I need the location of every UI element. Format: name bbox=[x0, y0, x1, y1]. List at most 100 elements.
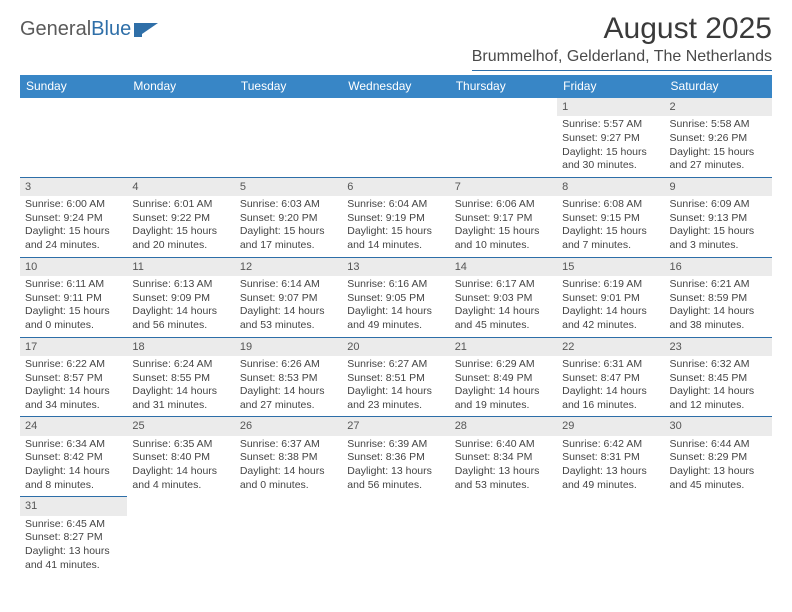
day-body: Sunrise: 6:13 AMSunset: 9:09 PMDaylight:… bbox=[127, 276, 234, 337]
day-cell bbox=[235, 98, 342, 177]
day-number: 17 bbox=[20, 337, 127, 356]
day-cell: 1Sunrise: 5:57 AMSunset: 9:27 PMDaylight… bbox=[557, 98, 664, 177]
day-cell: 5Sunrise: 6:03 AMSunset: 9:20 PMDaylight… bbox=[235, 177, 342, 257]
sunrise-text: Sunrise: 6:01 AM bbox=[132, 198, 229, 212]
sunrise-text: Sunrise: 6:08 AM bbox=[562, 198, 659, 212]
daylight-text: Daylight: 14 hours and 19 minutes. bbox=[455, 385, 552, 412]
day-number: 1 bbox=[557, 98, 664, 116]
sunset-text: Sunset: 9:15 PM bbox=[562, 212, 659, 226]
day-cell bbox=[127, 98, 234, 177]
daylight-text: Daylight: 13 hours and 45 minutes. bbox=[670, 465, 767, 492]
day-cell: 3Sunrise: 6:00 AMSunset: 9:24 PMDaylight… bbox=[20, 177, 127, 257]
day-cell: 27Sunrise: 6:39 AMSunset: 8:36 PMDayligh… bbox=[342, 416, 449, 496]
sunset-text: Sunset: 8:29 PM bbox=[670, 451, 767, 465]
week-row: 17Sunrise: 6:22 AMSunset: 8:57 PMDayligh… bbox=[20, 337, 772, 417]
day-number: 22 bbox=[557, 337, 664, 356]
sunrise-text: Sunrise: 6:44 AM bbox=[670, 438, 767, 452]
day-cell: 30Sunrise: 6:44 AMSunset: 8:29 PMDayligh… bbox=[665, 416, 772, 496]
daylight-text: Daylight: 14 hours and 0 minutes. bbox=[240, 465, 337, 492]
sunrise-text: Sunrise: 6:09 AM bbox=[670, 198, 767, 212]
day-cell: 4Sunrise: 6:01 AMSunset: 9:22 PMDaylight… bbox=[127, 177, 234, 257]
logo-text-2: Blue bbox=[91, 18, 131, 41]
day-body: Sunrise: 6:06 AMSunset: 9:17 PMDaylight:… bbox=[450, 196, 557, 257]
sunset-text: Sunset: 8:31 PM bbox=[562, 451, 659, 465]
month-title: August 2025 bbox=[472, 12, 772, 46]
day-body: Sunrise: 6:03 AMSunset: 9:20 PMDaylight:… bbox=[235, 196, 342, 257]
day-cell bbox=[450, 496, 557, 576]
day-header: Friday bbox=[557, 75, 664, 98]
daylight-text: Daylight: 15 hours and 20 minutes. bbox=[132, 225, 229, 252]
daylight-text: Daylight: 14 hours and 31 minutes. bbox=[132, 385, 229, 412]
sunrise-text: Sunrise: 6:13 AM bbox=[132, 278, 229, 292]
day-number: 13 bbox=[342, 257, 449, 276]
calendar-page: GeneralBlue August 2025 Brummelhof, Geld… bbox=[0, 0, 792, 588]
sunset-text: Sunset: 8:57 PM bbox=[25, 372, 122, 386]
day-body: Sunrise: 6:29 AMSunset: 8:49 PMDaylight:… bbox=[450, 356, 557, 417]
sunset-text: Sunset: 9:11 PM bbox=[25, 292, 122, 306]
sunset-text: Sunset: 9:17 PM bbox=[455, 212, 552, 226]
day-body: Sunrise: 6:40 AMSunset: 8:34 PMDaylight:… bbox=[450, 436, 557, 497]
sunrise-text: Sunrise: 6:24 AM bbox=[132, 358, 229, 372]
day-number: 12 bbox=[235, 257, 342, 276]
day-cell: 20Sunrise: 6:27 AMSunset: 8:51 PMDayligh… bbox=[342, 337, 449, 417]
day-number: 26 bbox=[235, 416, 342, 435]
daylight-text: Daylight: 15 hours and 3 minutes. bbox=[670, 225, 767, 252]
daylight-text: Daylight: 14 hours and 45 minutes. bbox=[455, 305, 552, 332]
daylight-text: Daylight: 14 hours and 34 minutes. bbox=[25, 385, 122, 412]
sunset-text: Sunset: 8:27 PM bbox=[25, 531, 122, 545]
sunset-text: Sunset: 8:51 PM bbox=[347, 372, 444, 386]
day-number: 19 bbox=[235, 337, 342, 356]
day-number: 6 bbox=[342, 177, 449, 196]
day-number: 18 bbox=[127, 337, 234, 356]
header: GeneralBlue August 2025 Brummelhof, Geld… bbox=[20, 12, 772, 71]
day-cell: 22 Sunrise: 6:31 AMSunset: 8:47 PMDayligh… bbox=[557, 337, 664, 417]
day-cell: 31Sunrise: 6:45 AMSunset: 8:27 PMDayligh… bbox=[20, 496, 127, 576]
sunrise-text: Sunrise: 6:34 AM bbox=[25, 438, 122, 452]
day-cell: 23Sunrise: 6:32 AMSunset: 8:45 PMDayligh… bbox=[665, 337, 772, 417]
day-number: 5 bbox=[235, 177, 342, 196]
day-body: Sunrise: 6:26 AMSunset: 8:53 PMDaylight:… bbox=[235, 356, 342, 417]
daylight-text: Daylight: 15 hours and 27 minutes. bbox=[670, 146, 767, 173]
day-number: 2 bbox=[665, 98, 772, 116]
day-number: 23 bbox=[665, 337, 772, 356]
day-cell bbox=[342, 98, 449, 177]
day-cell bbox=[20, 98, 127, 177]
daylight-text: Daylight: 15 hours and 30 minutes. bbox=[562, 146, 659, 173]
sunrise-text: Sunrise: 6:16 AM bbox=[347, 278, 444, 292]
sunset-text: Sunset: 8:34 PM bbox=[455, 451, 552, 465]
day-number: 14 bbox=[450, 257, 557, 276]
day-body: Sunrise: 6:16 AMSunset: 9:05 PMDaylight:… bbox=[342, 276, 449, 337]
sunset-text: Sunset: 8:40 PM bbox=[132, 451, 229, 465]
sunrise-text: Sunrise: 6:32 AM bbox=[670, 358, 767, 372]
sunrise-text: Sunrise: 6:39 AM bbox=[347, 438, 444, 452]
day-header: Monday bbox=[127, 75, 234, 98]
week-row: 1Sunrise: 5:57 AMSunset: 9:27 PMDaylight… bbox=[20, 98, 772, 177]
day-cell: 24Sunrise: 6:34 AMSunset: 8:42 PMDayligh… bbox=[20, 416, 127, 496]
sunrise-text: Sunrise: 6:27 AM bbox=[347, 358, 444, 372]
sunrise-text: Sunrise: 6:04 AM bbox=[347, 198, 444, 212]
sunrise-text: Sunrise: 6:42 AM bbox=[562, 438, 659, 452]
sunset-text: Sunset: 9:07 PM bbox=[240, 292, 337, 306]
title-block: August 2025 Brummelhof, Gelderland, The … bbox=[472, 12, 772, 71]
day-body: Sunrise: 6:01 AMSunset: 9:22 PMDaylight:… bbox=[127, 196, 234, 257]
day-body: Sunrise: 6:09 AMSunset: 9:13 PMDaylight:… bbox=[665, 196, 772, 257]
logo-text-1: General bbox=[20, 18, 91, 41]
day-cell bbox=[557, 496, 664, 576]
sunrise-text: Sunrise: 6:45 AM bbox=[25, 518, 122, 532]
sunrise-text: Sunrise: 6:22 AM bbox=[25, 358, 122, 372]
daylight-text: Daylight: 15 hours and 14 minutes. bbox=[347, 225, 444, 252]
daylight-text: Daylight: 14 hours and 16 minutes. bbox=[562, 385, 659, 412]
sunrise-text: Sunrise: 6:31 AM bbox=[562, 358, 659, 372]
day-cell: 6Sunrise: 6:04 AMSunset: 9:19 PMDaylight… bbox=[342, 177, 449, 257]
day-body: Sunrise: 6:17 AMSunset: 9:03 PMDaylight:… bbox=[450, 276, 557, 337]
daylight-text: Daylight: 14 hours and 23 minutes. bbox=[347, 385, 444, 412]
daylight-text: Daylight: 14 hours and 12 minutes. bbox=[670, 385, 767, 412]
day-number: 9 bbox=[665, 177, 772, 196]
sunset-text: Sunset: 8:47 PM bbox=[562, 372, 659, 386]
calendar-table: SundayMondayTuesdayWednesdayThursdayFrid… bbox=[20, 75, 772, 576]
day-body: Sunrise: 6:27 AMSunset: 8:51 PMDaylight:… bbox=[342, 356, 449, 417]
sunrise-text: Sunrise: 5:58 AM bbox=[670, 118, 767, 132]
day-number: 7 bbox=[450, 177, 557, 196]
day-number: 25 bbox=[127, 416, 234, 435]
day-body: Sunrise: 6:19 AMSunset: 9:01 PMDaylight:… bbox=[557, 276, 664, 337]
